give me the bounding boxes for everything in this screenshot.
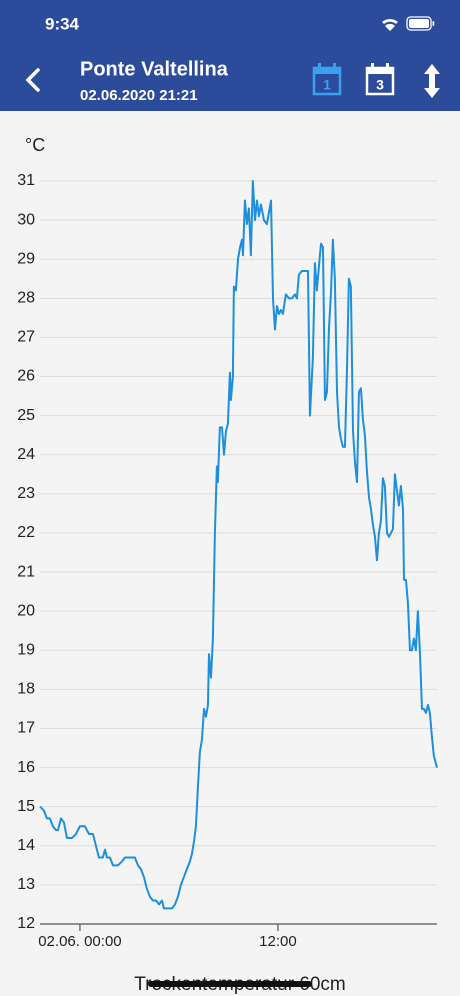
- y-tick-label: 28: [17, 290, 35, 307]
- expand-button[interactable]: [424, 64, 440, 98]
- plot: 12 13 14 15 16 17 18 19 20 21 22 23 24 25 26 27 28 29 30 31…: [17, 172, 438, 950]
- y-tick-label: 14: [17, 837, 35, 854]
- y-tick-label: 29: [17, 250, 35, 267]
- chart-background: [0, 111, 460, 996]
- y-tick-label: 25: [17, 407, 35, 424]
- day-icon-label: 1: [323, 77, 331, 93]
- y-tick-label: 16: [17, 759, 35, 776]
- y-tick-label: 19: [17, 641, 35, 658]
- header-subtitle: 02.06.2020 21:21: [80, 87, 198, 104]
- y-tick-label: 13: [17, 876, 35, 893]
- y-tick-label: 12: [17, 915, 35, 932]
- x-tick-label: 12:00: [259, 933, 297, 950]
- y-tick-label: 27: [17, 329, 35, 346]
- y-tick-label: 31: [17, 172, 35, 189]
- y-tick-label: 20: [17, 602, 35, 619]
- back-button[interactable]: [25, 68, 40, 92]
- status-time: 9:34: [45, 14, 80, 33]
- y-tick-label: 24: [17, 446, 35, 463]
- y-tick-label: 26: [17, 368, 35, 385]
- header-title: Ponte Valtellina: [80, 58, 229, 80]
- y-tick-label: 23: [17, 485, 35, 502]
- temperature-line: [39, 180, 438, 910]
- y-tick-label: 17: [17, 720, 35, 737]
- y-tick-label: 18: [17, 681, 35, 698]
- day-button[interactable]: 1: [312, 63, 342, 96]
- y-tick-label: 15: [17, 798, 35, 815]
- three-day-icon-label: 3: [376, 77, 384, 93]
- x-tick-label: 02.06. 00:00: [38, 933, 121, 950]
- home-indicator: [148, 981, 312, 987]
- y-tick-label: 22: [17, 524, 35, 541]
- y-unit: °C: [25, 135, 45, 155]
- y-tick-label: 30: [17, 211, 35, 228]
- three-day-button[interactable]: 3: [365, 63, 395, 96]
- header-bar: [0, 0, 460, 111]
- status-icons: [382, 16, 435, 31]
- y-tick-label: 21: [17, 563, 35, 580]
